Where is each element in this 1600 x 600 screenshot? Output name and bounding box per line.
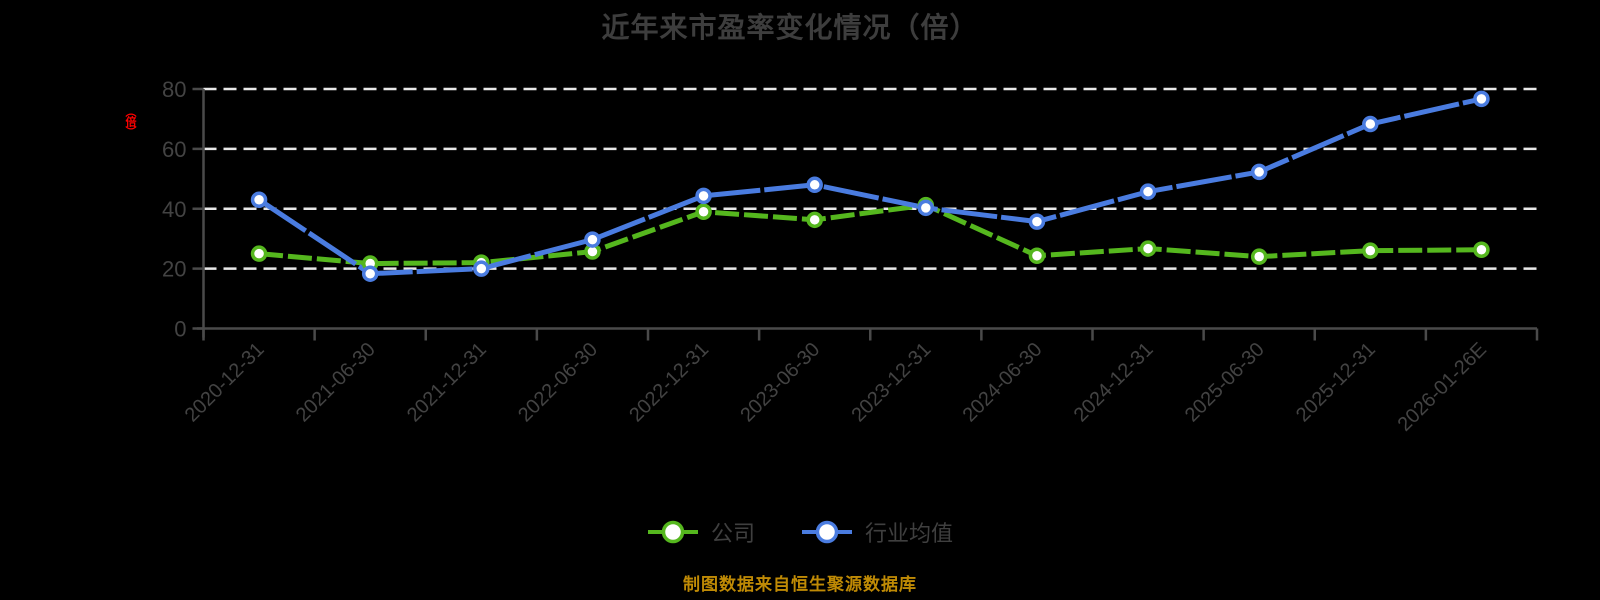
x-axis-label: 2021-12-31 [403, 338, 491, 426]
y-axis-label: 20 [162, 257, 186, 282]
x-axis-label: 2021-06-30 [292, 338, 380, 426]
company-data-point[interactable] [1250, 248, 1268, 265]
industry-data-point[interactable] [1250, 163, 1268, 181]
x-axis-label: 2024-06-30 [959, 338, 1047, 426]
industry-data-point[interactable] [250, 191, 268, 209]
company-data-point[interactable] [1028, 247, 1046, 265]
company-data-point[interactable] [1473, 241, 1490, 259]
x-axis-label: 2025-12-31 [1292, 338, 1380, 426]
industry-data-point[interactable] [361, 265, 379, 282]
x-axis-label: 2026-01-26E [1394, 338, 1491, 435]
industry-data-point[interactable] [1028, 213, 1046, 230]
x-axis-label: 2020-12-31 [181, 338, 269, 426]
industry-data-point[interactable] [473, 260, 490, 277]
industry-data-point[interactable] [1362, 115, 1379, 133]
legend-label-company: 公司 [710, 521, 755, 546]
industry-line[interactable] [257, 96, 1482, 277]
industry-line-marker-icon [802, 520, 852, 544]
y-axis-label: 80 [162, 77, 186, 102]
legend-label-industry: 行业均值 [865, 521, 954, 546]
x-axis-label: 2023-06-30 [736, 338, 824, 426]
y-axis-label: 60 [162, 137, 186, 162]
x-axis-label: 2022-06-30 [514, 338, 602, 426]
legend-item-industry[interactable]: 行业均值 [801, 516, 953, 548]
company-line[interactable] [258, 202, 1482, 267]
industry-data-point[interactable] [584, 231, 601, 248]
company-data-point[interactable] [250, 245, 268, 262]
x-axis-label: 2024-12-31 [1070, 338, 1158, 426]
company-data-point[interactable] [1362, 242, 1379, 259]
industry-data-point[interactable] [917, 199, 935, 217]
legend-item-company[interactable]: 公司 [647, 516, 755, 548]
data-source-note: 制图数据来自恒生聚源数据库 [683, 575, 917, 594]
company-line-marker-icon [647, 520, 698, 544]
company-data-point[interactable] [695, 203, 712, 220]
x-axis-label: 2022-12-31 [625, 338, 713, 426]
x-axis-label: 2025-06-30 [1181, 338, 1269, 426]
industry-data-point[interactable] [695, 187, 712, 205]
y-axis-label: 40 [162, 197, 186, 222]
y-axis-label: 0 [174, 317, 186, 342]
chart-legend: 公司 行业均值 [0, 516, 1600, 548]
chart-title: 近年来市盈率变化情况（倍） [601, 12, 979, 43]
company-data-point[interactable] [1139, 240, 1157, 257]
company-data-point[interactable] [806, 211, 823, 229]
industry-data-point[interactable] [1473, 90, 1490, 108]
y-axis-unit-label: （倍） [124, 106, 136, 136]
x-axis-label: 2023-12-31 [847, 338, 935, 426]
industry-data-point[interactable] [806, 176, 823, 194]
industry-data-point[interactable] [1139, 183, 1157, 200]
